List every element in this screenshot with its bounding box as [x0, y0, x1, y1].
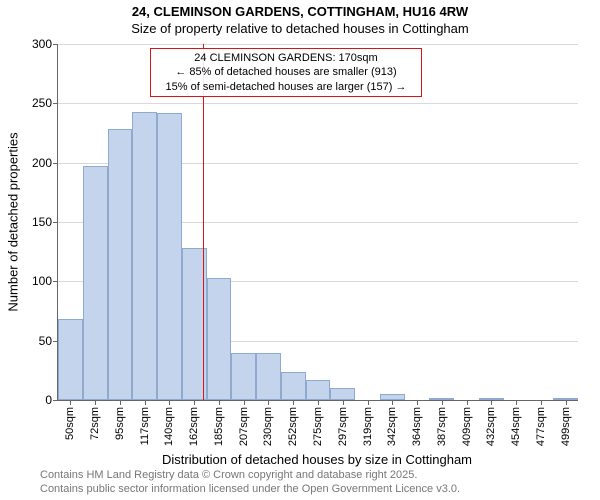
x-tick-mark: [318, 400, 319, 405]
x-tick-label: 230sqm: [262, 407, 274, 446]
x-tick-label: 477sqm: [535, 407, 547, 446]
annotation-box: 24 CLEMINSON GARDENS: 170sqm← 85% of det…: [150, 48, 422, 97]
x-tick-mark: [145, 400, 146, 405]
x-tick-mark: [566, 400, 567, 405]
x-tick-mark: [368, 400, 369, 405]
x-tick-mark: [541, 400, 542, 405]
x-tick-label: 364sqm: [411, 407, 423, 446]
y-tick-label: 200: [32, 156, 58, 170]
histogram-bar: [58, 319, 83, 400]
x-tick-label: 454sqm: [510, 407, 522, 446]
histogram-bar: [256, 353, 281, 400]
x-tick-mark: [169, 400, 170, 405]
chart-container: 24, CLEMINSON GARDENS, COTTINGHAM, HU16 …: [0, 0, 600, 500]
y-tick-label: 150: [32, 215, 58, 229]
x-tick-mark: [516, 400, 517, 405]
y-tick-label: 250: [32, 96, 58, 110]
x-tick-label: 95sqm: [114, 407, 126, 440]
x-tick-label: 499sqm: [560, 407, 572, 446]
x-tick-label: 342sqm: [386, 407, 398, 446]
x-tick-label: 252sqm: [287, 407, 299, 446]
x-tick-label: 72sqm: [89, 407, 101, 440]
histogram-bar: [207, 278, 232, 400]
chart-title-2: Size of property relative to detached ho…: [0, 21, 600, 36]
histogram-bar: [83, 166, 108, 400]
histogram-bar: [281, 372, 306, 400]
histogram-bar: [231, 353, 256, 400]
x-tick-label: 185sqm: [213, 407, 225, 446]
x-tick-label: 409sqm: [461, 407, 473, 446]
annotation-line: 15% of semi-detached houses are larger (…: [155, 80, 417, 94]
x-tick-mark: [194, 400, 195, 405]
x-tick-label: 140sqm: [163, 407, 175, 446]
x-tick-label: 50sqm: [64, 407, 76, 440]
x-tick-mark: [268, 400, 269, 405]
x-tick-label: 387sqm: [436, 407, 448, 446]
gridline: [58, 44, 578, 45]
x-tick-label: 275sqm: [312, 407, 324, 446]
y-tick-label: 50: [39, 334, 58, 348]
plot-area: 05010015020025030050sqm72sqm95sqm117sqm1…: [57, 44, 578, 401]
histogram-bar: [330, 388, 355, 400]
x-tick-mark: [491, 400, 492, 405]
x-tick-mark: [442, 400, 443, 405]
x-tick-mark: [120, 400, 121, 405]
x-tick-mark: [293, 400, 294, 405]
footer-line-2: Contains public sector information licen…: [40, 483, 460, 497]
histogram-bar: [132, 112, 157, 400]
x-axis-label: Distribution of detached houses by size …: [162, 452, 472, 467]
histogram-bar: [108, 129, 133, 400]
x-tick-label: 117sqm: [139, 407, 151, 445]
y-axis-label: Number of detached properties: [6, 132, 21, 311]
y-tick-label: 100: [32, 274, 58, 288]
histogram-bar: [306, 380, 331, 400]
x-tick-mark: [467, 400, 468, 405]
gridline: [58, 103, 578, 104]
x-tick-label: 432sqm: [485, 407, 497, 446]
annotation-line: 24 CLEMINSON GARDENS: 170sqm: [155, 51, 417, 65]
footer-line-1: Contains HM Land Registry data © Crown c…: [40, 469, 417, 483]
x-tick-mark: [219, 400, 220, 405]
x-tick-mark: [95, 400, 96, 405]
x-tick-mark: [392, 400, 393, 405]
x-tick-mark: [417, 400, 418, 405]
property-marker-line: [203, 44, 204, 400]
x-tick-label: 207sqm: [238, 407, 250, 446]
chart-title-1: 24, CLEMINSON GARDENS, COTTINGHAM, HU16 …: [0, 4, 600, 19]
x-tick-mark: [343, 400, 344, 405]
y-tick-label: 0: [45, 393, 58, 407]
x-tick-label: 319sqm: [362, 407, 374, 446]
x-tick-label: 162sqm: [188, 407, 200, 446]
x-tick-mark: [244, 400, 245, 405]
x-tick-label: 297sqm: [337, 407, 349, 446]
y-tick-label: 300: [32, 37, 58, 51]
histogram-bar: [157, 113, 182, 400]
x-tick-mark: [70, 400, 71, 405]
annotation-line: ← 85% of detached houses are smaller (91…: [155, 65, 417, 79]
